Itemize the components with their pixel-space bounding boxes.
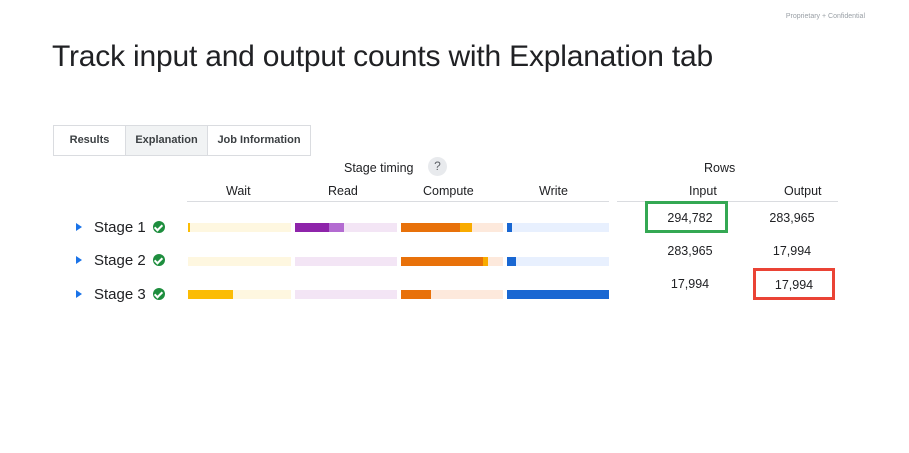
compute-bar <box>401 223 503 232</box>
check-icon <box>152 254 165 266</box>
wait-bar <box>188 290 291 299</box>
compute-fill-avg <box>460 223 472 232</box>
stage-3-input: 17,994 <box>670 277 710 291</box>
wait-fill <box>188 290 233 299</box>
read-bar <box>295 290 397 299</box>
compute-bar <box>401 290 503 299</box>
stage-label: Stage 1 <box>94 218 146 236</box>
stage-1-input: 294,782 <box>667 211 713 225</box>
write-fill <box>507 223 512 232</box>
column-header-wait: Wait <box>226 184 251 198</box>
stage-row-2[interactable]: Stage 2 <box>76 250 165 270</box>
column-header-input: Input <box>689 184 717 198</box>
expand-arrow-icon[interactable] <box>76 223 82 231</box>
stage-label: Stage 2 <box>94 251 146 269</box>
compute-bar <box>401 257 503 266</box>
rows-title: Rows <box>704 161 736 175</box>
write-fill <box>507 290 609 299</box>
output-highlight-box <box>753 268 835 300</box>
compute-fill <box>401 257 483 266</box>
read-bar <box>295 257 397 266</box>
read-bar <box>295 223 397 232</box>
tab-explanation[interactable]: Explanation <box>126 126 208 155</box>
column-header-output: Output <box>784 184 822 198</box>
stage-1-output: 283,965 <box>769 211 815 225</box>
expand-arrow-icon[interactable] <box>76 290 82 298</box>
check-icon <box>152 221 165 233</box>
stage-3-output: 17,994 <box>774 278 814 292</box>
write-fill <box>507 257 516 266</box>
column-header-write: Write <box>539 184 568 198</box>
confidential-label: Proprietary + Confidential <box>785 13 865 20</box>
stage-2-output: 17,994 <box>772 244 812 258</box>
tab-results[interactable]: Results <box>54 126 126 155</box>
compute-fill <box>401 290 431 299</box>
tab-job-information[interactable]: Job Information <box>208 126 310 155</box>
column-header-compute: Compute <box>423 184 474 198</box>
wait-bar <box>188 223 291 232</box>
stage-2-input: 283,965 <box>667 244 713 258</box>
expand-arrow-icon[interactable] <box>76 256 82 264</box>
page-title: Track input and output counts with Expla… <box>52 40 713 73</box>
read-fill-avg <box>329 223 344 232</box>
column-header-read: Read <box>328 184 358 198</box>
wait-bar <box>188 257 291 266</box>
check-icon <box>152 288 165 300</box>
wait-fill <box>188 223 190 232</box>
input-highlight-box <box>645 201 728 233</box>
stage-row-3[interactable]: Stage 3 <box>76 284 165 304</box>
read-fill <box>295 223 329 232</box>
tab-bar: Results Explanation Job Information <box>53 125 311 156</box>
write-bar <box>507 223 609 232</box>
compute-fill-avg <box>483 257 488 266</box>
stage-label: Stage 3 <box>94 285 146 303</box>
help-icon[interactable]: ? <box>428 157 447 176</box>
write-bar <box>507 290 609 299</box>
stage-timing-title: Stage timing <box>344 161 414 175</box>
stage-row-1[interactable]: Stage 1 <box>76 217 165 237</box>
timing-divider <box>187 201 609 202</box>
write-bar <box>507 257 609 266</box>
compute-fill <box>401 223 460 232</box>
